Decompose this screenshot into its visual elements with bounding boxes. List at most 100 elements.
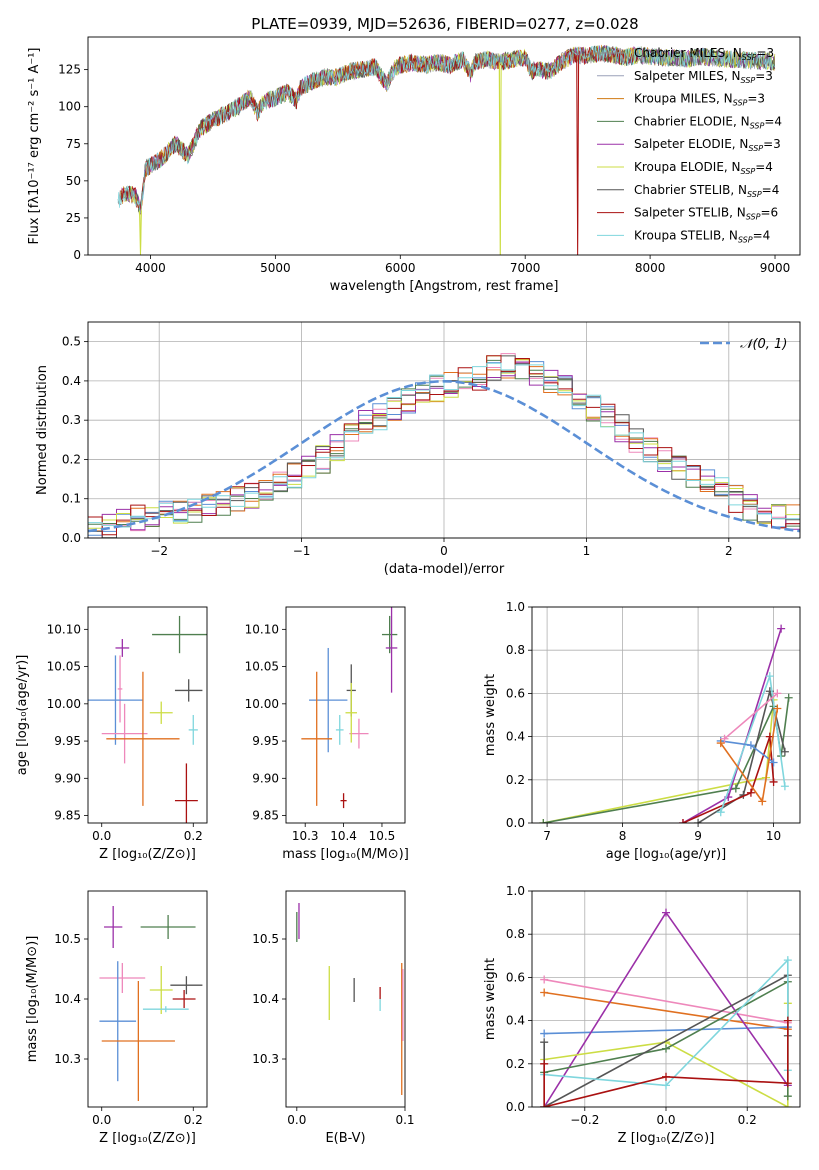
legend-entry: 𝒩(0, 1)	[740, 337, 787, 352]
weight-marker	[777, 624, 786, 633]
y-tick-label: 1.0	[506, 600, 525, 614]
x-tick-label: 0	[440, 544, 448, 558]
weight-marker	[716, 808, 725, 817]
weight-series	[678, 624, 786, 823]
weight-marker	[773, 704, 782, 713]
x-tick-label: 0.2	[184, 1113, 203, 1127]
y-tick-label: 75	[66, 137, 81, 151]
x-axis-label: wavelength [Angstrom, rest frame]	[330, 279, 559, 294]
weight_vs_age-frame	[531, 606, 801, 824]
y-axis-label: mass [log₁₀(M/M⊙)]	[25, 936, 40, 1063]
spectrum-dip	[576, 55, 580, 255]
spectrum-dip	[138, 210, 142, 255]
y-axis-label: Normed distribution	[35, 365, 50, 495]
weight-marker	[783, 1103, 792, 1107]
x-tick-label: 0.0	[92, 829, 111, 843]
x-tick-label: 0.0	[656, 1113, 675, 1127]
weight-line	[544, 978, 788, 1024]
y-tick-label: 50	[66, 174, 81, 188]
y-tick-label: 10.00	[245, 697, 279, 711]
errorbar-point	[381, 615, 398, 654]
x-tick-label: 9000	[760, 261, 791, 275]
weight-line	[544, 991, 788, 1030]
weight-line	[720, 740, 775, 764]
errorbar-point	[152, 615, 207, 654]
spectrum-dip	[498, 62, 502, 255]
mass_vs_Z-frame	[87, 890, 208, 1108]
x-tick-label: 5000	[260, 261, 291, 275]
spectrum-frame	[87, 36, 801, 256]
x-axis-label: mass [log₁₀(M/M⊙)]	[282, 847, 409, 862]
weight-marker	[783, 1079, 792, 1088]
age_vs_mass-frame	[285, 606, 406, 824]
histogram-series	[88, 355, 800, 529]
weight-marker	[783, 956, 792, 965]
weight-marker	[783, 1092, 792, 1101]
y-axis-label: mass weight	[483, 958, 498, 1040]
weight-marker	[662, 1044, 670, 1053]
weight-marker	[780, 782, 789, 791]
weight-series	[716, 704, 782, 806]
y-tick-label: 0.8	[506, 643, 525, 657]
y-tick-label: 0.1	[62, 492, 81, 506]
x-tick-label: 7000	[510, 261, 541, 275]
errorbar-point	[174, 679, 203, 702]
weight-marker	[539, 819, 548, 823]
y-tick-label: 100	[58, 100, 81, 114]
y-tick-label: 9.95	[252, 734, 279, 748]
x-tick-label: 10.3	[292, 829, 319, 843]
weight-marker	[540, 1029, 549, 1038]
y-tick-label: 9.95	[54, 734, 81, 748]
x-tick-label: 10.4	[330, 829, 357, 843]
errorbar-point	[172, 990, 196, 1008]
errorbar-point	[99, 961, 137, 1082]
x-tick-label: 6000	[385, 261, 416, 275]
x-tick-label: 0.2	[184, 829, 203, 843]
errorbar-point	[99, 963, 146, 993]
y-tick-label: 9.90	[54, 771, 81, 785]
errorbar-point	[301, 671, 333, 806]
legend-entry: Salpeter STELIB, NSSP=6	[634, 206, 778, 222]
residuals-axes: −2 −1 0 1 2 0.0 0.1 0.2 0.3 0.4 0.5	[62, 322, 800, 558]
weight-marker	[540, 988, 549, 997]
errorbar-point	[88, 655, 143, 745]
y-tick-label: 0.4	[506, 1014, 525, 1028]
weight-marker	[540, 1038, 549, 1047]
y-tick-label: 0.0	[506, 1100, 525, 1114]
y-tick-label: 10.05	[245, 660, 279, 674]
x-tick-label: 0.1	[395, 1113, 414, 1127]
y-tick-label: 0.3	[62, 413, 81, 427]
errorbar-point	[188, 715, 198, 745]
y-tick-label: 10.3	[54, 1052, 81, 1066]
errorbar-point	[140, 915, 196, 939]
errorbar-point	[349, 718, 369, 749]
errorbar-point	[149, 701, 173, 724]
figure-title: PLATE=0939, MJD=52636, FIBERID=0277, z=0…	[251, 15, 638, 33]
weight-line	[544, 958, 789, 1087]
errorbar-point	[106, 671, 180, 806]
y-tick-label: 9.85	[54, 809, 81, 823]
y-tick-label: 0	[73, 248, 81, 262]
errorbar-point	[345, 682, 358, 743]
y-tick-label: 0.6	[506, 970, 525, 984]
y-tick-label: 0.0	[62, 531, 81, 545]
y-tick-label: 125	[58, 63, 81, 77]
x-axis-label: Z [log₁₀(Z/Z⊙)]	[99, 847, 196, 862]
legend-entry: Kroupa MILES, NSSP=3	[634, 92, 765, 108]
y-tick-label: 9.90	[252, 771, 279, 785]
y-tick-label: 10.10	[245, 622, 279, 636]
y-tick-label: 0.2	[506, 1057, 525, 1071]
x-tick-label: 9	[694, 829, 702, 843]
y-tick-label: 10.5	[54, 932, 81, 946]
y-tick-label: 10.00	[47, 697, 81, 711]
weight-marker	[746, 741, 755, 750]
x-axis-label: Z [log₁₀(Z/Z⊙)]	[99, 1131, 196, 1146]
y-tick-label: 0.6	[506, 686, 525, 700]
errorbar-point	[117, 655, 123, 723]
errorbar-point	[101, 703, 148, 764]
x-tick-label: 2	[725, 544, 733, 558]
errorbar-point	[170, 976, 203, 995]
weight-series	[539, 695, 778, 823]
weight-marker	[765, 672, 774, 681]
